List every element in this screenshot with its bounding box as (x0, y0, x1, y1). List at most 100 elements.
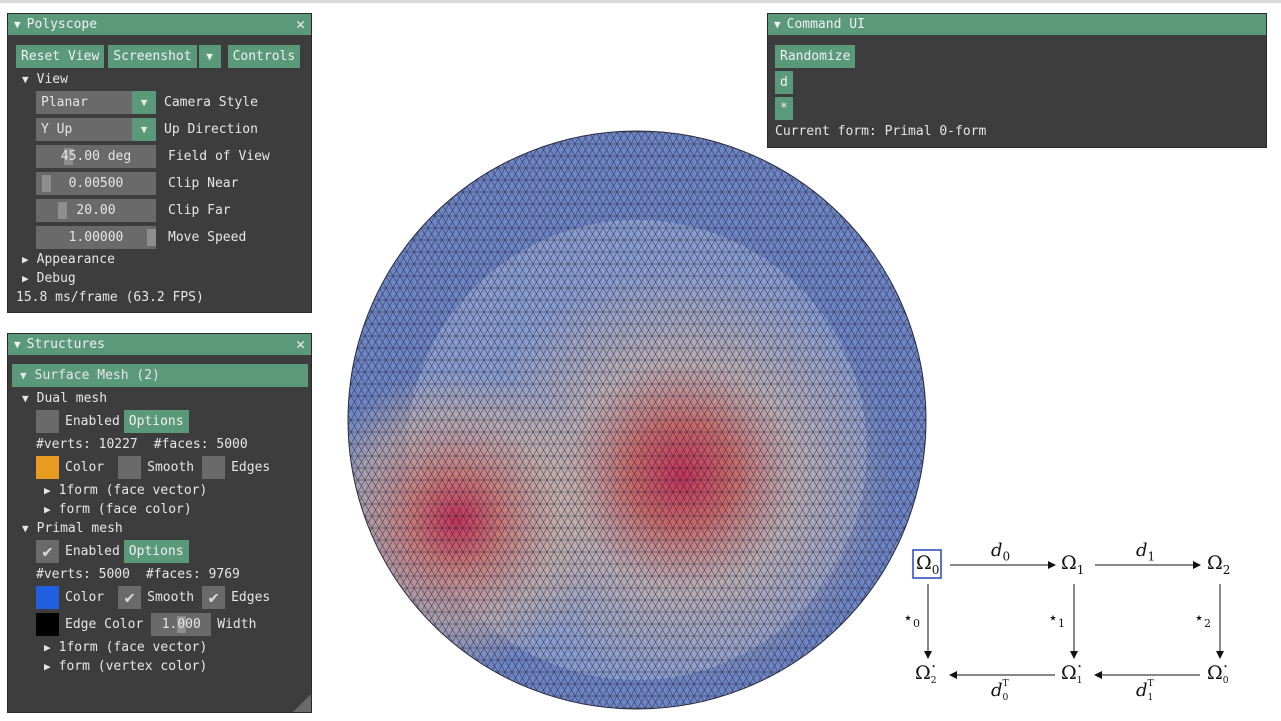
close-icon[interactable]: ✕ (295, 15, 305, 33)
primal-enabled-checkbox[interactable]: ✔ (36, 540, 59, 563)
d-button[interactable]: d (775, 71, 793, 94)
resize-grip[interactable] (293, 694, 311, 712)
top-border (0, 0, 1281, 3)
primal-edges-label: Edges (231, 590, 271, 605)
randomize-button[interactable]: Randomize (775, 45, 856, 68)
omega1-node[interactable]: Ω1 (1061, 552, 1085, 577)
mesh-wireframe (348, 131, 926, 709)
dual0-node[interactable]: Ω ⋆ 0 (1207, 661, 1229, 686)
expanded-triangle-icon[interactable]: ▼ (22, 522, 29, 535)
star1-label: ⋆1 (1048, 608, 1066, 631)
collapsed-triangle-icon[interactable]: ▶ (44, 660, 51, 673)
clip-near-value: 0.00500 (68, 176, 124, 191)
expanded-triangle-icon[interactable]: ▼ (22, 73, 29, 86)
expanded-triangle-icon[interactable]: ▼ (20, 369, 27, 382)
debug-section[interactable]: Debug (36, 271, 76, 286)
move-speed-slider[interactable]: 1.00000 (36, 226, 156, 249)
chevron-down-icon[interactable]: ▼ (132, 118, 156, 141)
appearance-section[interactable]: Appearance (36, 252, 115, 267)
surface-mesh-header[interactable]: ▼ Surface Mesh (2) (12, 364, 308, 387)
dual-verts-count: #verts: 10227 (36, 437, 138, 452)
reset-view-button[interactable]: Reset View (16, 45, 105, 68)
dual2-node[interactable]: Ω ⋆ 2 (915, 661, 937, 686)
star2-label: ⋆2 (1194, 608, 1212, 631)
collapsed-triangle-icon[interactable]: ▶ (44, 503, 51, 516)
fov-label: Field of View (168, 149, 270, 164)
view-section[interactable]: View (36, 72, 68, 87)
d0-label: d0 (991, 540, 1011, 564)
up-direction-value: Y Up (41, 122, 73, 137)
primal-edges-checkbox[interactable]: ✔ (202, 586, 226, 609)
primal-options-button[interactable]: Options (123, 540, 189, 563)
expanded-triangle-icon[interactable]: ▼ (22, 392, 29, 405)
dual-options-button[interactable]: Options (123, 410, 189, 433)
polyscope-title: Polyscope (26, 17, 98, 32)
star-button[interactable]: * (775, 97, 793, 120)
chevron-down-icon[interactable]: ▼ (132, 91, 156, 114)
screenshot-button[interactable]: Screenshot (108, 45, 197, 68)
omega0-node[interactable]: Ω0 (916, 552, 940, 577)
collapse-triangle-icon[interactable]: ▼ (14, 338, 21, 351)
dual-mesh-section[interactable]: Dual mesh (36, 391, 108, 406)
clip-far-value: 20.00 (76, 203, 116, 218)
clip-far-slider[interactable]: 20.00 (36, 199, 156, 222)
edge-width-slider[interactable]: 1.000 (151, 613, 212, 636)
controls-button[interactable]: Controls (227, 45, 301, 68)
mesh-viewport[interactable] (337, 120, 937, 720)
slider-grab[interactable] (64, 148, 73, 165)
collapsed-triangle-icon[interactable]: ▶ (44, 484, 51, 497)
dual-smooth-checkbox[interactable] (118, 456, 142, 479)
dual-quantity-form[interactable]: form (face color) (58, 502, 192, 517)
primal-color-swatch[interactable] (36, 586, 59, 609)
close-icon[interactable]: ✕ (295, 335, 305, 353)
edge-color-swatch[interactable] (36, 613, 59, 636)
primal-quantity-1form[interactable]: 1form (face vector) (58, 640, 208, 655)
clip-near-slider[interactable]: 0.00500 (36, 172, 156, 195)
edge-width-label: Width (217, 617, 257, 632)
slider-grab[interactable] (42, 175, 51, 192)
screenshot-dropdown-icon[interactable]: ▼ (198, 45, 221, 68)
collapsed-triangle-icon[interactable]: ▶ (22, 272, 29, 285)
edge-color-label: Edge Color (65, 617, 144, 632)
slider-grab[interactable] (177, 616, 187, 633)
current-form-readout: Current form: Primal 0-form (775, 124, 987, 139)
primal-quantity-form[interactable]: form (vertex color) (58, 659, 208, 674)
dual1-node[interactable]: Ω ⋆ 1 (1061, 661, 1083, 686)
dual-quantity-1form[interactable]: 1form (face vector) (58, 483, 208, 498)
primal-mesh-section[interactable]: Primal mesh (36, 521, 123, 536)
slider-grab[interactable] (147, 229, 156, 246)
up-direction-label: Up Direction (164, 122, 258, 137)
collapse-triangle-icon[interactable]: ▼ (14, 18, 21, 31)
move-speed-value: 1.00000 (68, 230, 124, 245)
collapse-triangle-icon[interactable]: ▼ (774, 18, 781, 31)
command-ui-title: Command UI (786, 17, 865, 32)
dual-edges-checkbox[interactable] (202, 456, 226, 479)
diagram-arrows (912, 549, 1224, 679)
camera-style-label: Camera Style (164, 95, 258, 110)
camera-style-value: Planar (41, 95, 88, 110)
fov-slider[interactable]: 45.00 deg (36, 145, 156, 168)
polyscope-titlebar[interactable]: ▼ Polyscope ✕ (8, 14, 311, 35)
primal-verts-count: #verts: 5000 (36, 567, 130, 582)
dual-enabled-checkbox[interactable] (36, 410, 59, 433)
collapsed-triangle-icon[interactable]: ▶ (22, 253, 29, 266)
structures-titlebar[interactable]: ▼ Structures ✕ (8, 334, 311, 355)
command-ui-window: ▼ Command UI Randomize d * Current form:… (767, 13, 1267, 148)
slider-grab[interactable] (58, 202, 67, 219)
camera-style-select[interactable]: Planar ▼ (36, 91, 156, 114)
command-ui-titlebar[interactable]: ▼ Command UI (768, 14, 1266, 35)
fps-readout: 15.8 ms/frame (63.2 FPS) (16, 290, 204, 305)
dual-edges-label: Edges (231, 460, 271, 475)
primal-smooth-checkbox[interactable]: ✔ (118, 586, 142, 609)
collapsed-triangle-icon[interactable]: ▶ (44, 641, 51, 654)
dual-color-swatch[interactable] (36, 456, 59, 479)
surface-mesh-label: Surface Mesh (2) (34, 368, 160, 383)
structures-title: Structures (26, 337, 105, 352)
omega2-node[interactable]: Ω2 (1207, 552, 1231, 577)
omega0-highlight-box (912, 549, 942, 579)
dual-enabled-label: Enabled (65, 414, 120, 429)
up-direction-select[interactable]: Y Up ▼ (36, 118, 156, 141)
d1-label: d1 (1136, 540, 1156, 564)
